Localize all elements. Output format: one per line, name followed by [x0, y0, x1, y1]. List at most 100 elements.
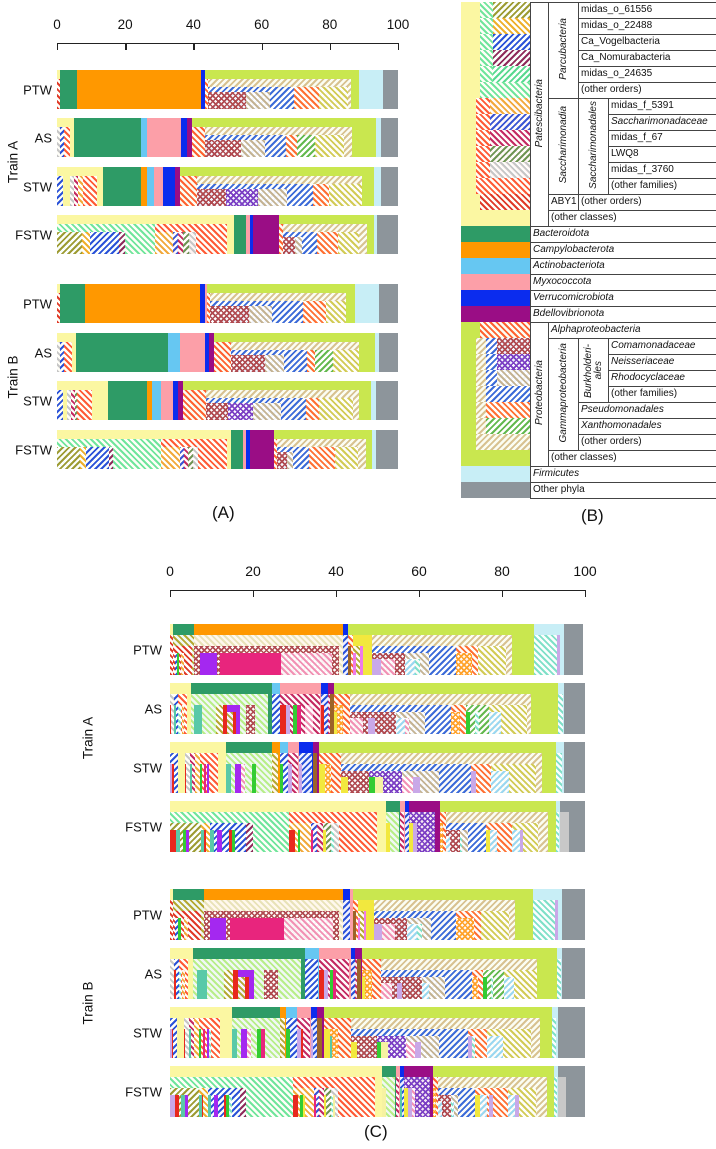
segment-pseudomonadales [312, 183, 330, 206]
segment-parc_o2 [199, 1087, 209, 1117]
segment-bdellovibrionota [253, 215, 279, 254]
segment-alphaproteo [333, 694, 350, 734]
segment-parc_o2 [79, 446, 87, 469]
segment-patescibacteria [170, 889, 174, 940]
segment-bdellovibrionota [404, 1066, 434, 1117]
segment-parc_o2 [200, 822, 211, 852]
legend-swatch-row [461, 434, 530, 450]
segment-gamma_other [319, 86, 349, 109]
segment-g_brown [357, 959, 362, 999]
segment-g_cream [204, 900, 344, 940]
legend-class-saccharimonadia: Saccharimonadia [548, 98, 579, 195]
sample-label-as-C: AS [144, 701, 162, 716]
segment-children [556, 959, 562, 999]
segment-parc_o3 [210, 822, 246, 852]
axis-tick-mark [170, 590, 172, 597]
segment-children [190, 694, 272, 734]
segment-g_aqua [472, 1036, 476, 1058]
segment-children [486, 830, 512, 852]
caption-a: (A) [212, 503, 235, 522]
segment-proteobacteria [323, 1007, 552, 1058]
segment-actinobacteriota [147, 167, 155, 206]
segment-parc_o1 [170, 1087, 200, 1117]
segment-g_yellow [350, 1041, 357, 1058]
legend-swatch-neisseriaceae [496, 354, 530, 370]
segment-pseudomonadales [302, 300, 326, 323]
segment-g_orange [455, 653, 472, 675]
segment-patescibacteria [57, 333, 76, 372]
segment-children [238, 977, 253, 999]
segment-g_olive [357, 910, 364, 940]
segment-comamonadaceae [230, 355, 266, 372]
segment-otherphyla [562, 948, 585, 999]
segment-children [507, 1095, 536, 1117]
bar-A-trainb-fstw [57, 430, 398, 469]
train-label-train-a-C: Train A [80, 716, 96, 760]
segment-g_lilac [515, 1095, 519, 1117]
legend-swatch-sacc_f4 [489, 146, 530, 162]
segment-g_pink2 [404, 717, 410, 734]
segment-children [204, 918, 339, 940]
segment-g_red [232, 712, 236, 734]
segment-g_aqua [450, 1100, 453, 1117]
segment-parc_o2 [82, 231, 91, 254]
segment-g_pink2 [381, 982, 392, 999]
sample-label-as-A: AS [34, 130, 52, 145]
segment-g_purple [238, 969, 254, 999]
segment-g_teal [400, 1087, 402, 1117]
segment-children [283, 237, 317, 254]
segment-g_red [321, 704, 324, 734]
segment-proteobacteria [439, 801, 556, 852]
segment-rhodocyclaceae [406, 918, 432, 940]
legend-swatch-otherphyla [461, 482, 530, 498]
bar-A-trainb-stw [57, 381, 398, 420]
segment-proteobacteria [207, 284, 356, 323]
segment-children [459, 835, 468, 852]
segment-children [400, 1087, 404, 1117]
legend-swatch-row [461, 450, 530, 466]
segment-children [226, 753, 272, 793]
segment-children [438, 1095, 475, 1117]
segment-children [352, 910, 358, 940]
segment-silver [69, 175, 75, 206]
segment-sacc_f1 [183, 918, 189, 940]
segment-children [173, 704, 179, 734]
legend-order-xanthomonadales: Xanthomonadales [578, 418, 716, 435]
segment-children [385, 822, 399, 852]
segment-children [170, 694, 191, 734]
legend-swatch-row [461, 242, 530, 258]
segment-gap [254, 970, 265, 999]
segment-g_chart [385, 812, 399, 852]
segment-bacteroidota [190, 683, 272, 734]
segment-silver [57, 126, 61, 157]
segment-children [197, 183, 363, 206]
segment-g_green [482, 977, 487, 999]
segment-silver [170, 694, 174, 734]
segment-g_green [257, 1028, 262, 1058]
segment-children [408, 822, 435, 852]
segment-g_lilac [396, 982, 402, 999]
segment-children [204, 900, 344, 940]
segment-gap [178, 753, 185, 793]
legend-order-ca-vogelbacteria: Ca_Vogelbacteria [578, 34, 716, 51]
segment-actinobacteriota [286, 1007, 297, 1058]
legend-swatch-row [461, 466, 530, 482]
segment-sacc_f3 [74, 175, 79, 206]
segment-children [405, 658, 429, 675]
segment-bdellovibrionota [249, 430, 274, 469]
segment-comamonadaceae [277, 452, 287, 469]
segment-pseudomonadales [475, 1087, 508, 1117]
segment-parc_o1 [57, 446, 80, 469]
axis-tick-label: 60 [254, 17, 270, 32]
segment-myxococcota [160, 381, 173, 420]
segment-children [173, 918, 201, 940]
segment-g_yellow [353, 635, 372, 675]
sample-label-stw-C: STW [133, 760, 162, 775]
segment-g_olive [173, 900, 205, 940]
segment-gamma_other [491, 763, 536, 793]
segment-burkholderiales [277, 446, 309, 469]
segment-alphaproteo [352, 900, 358, 940]
segment-g_red [319, 969, 325, 999]
segment-g_cream [194, 635, 344, 675]
